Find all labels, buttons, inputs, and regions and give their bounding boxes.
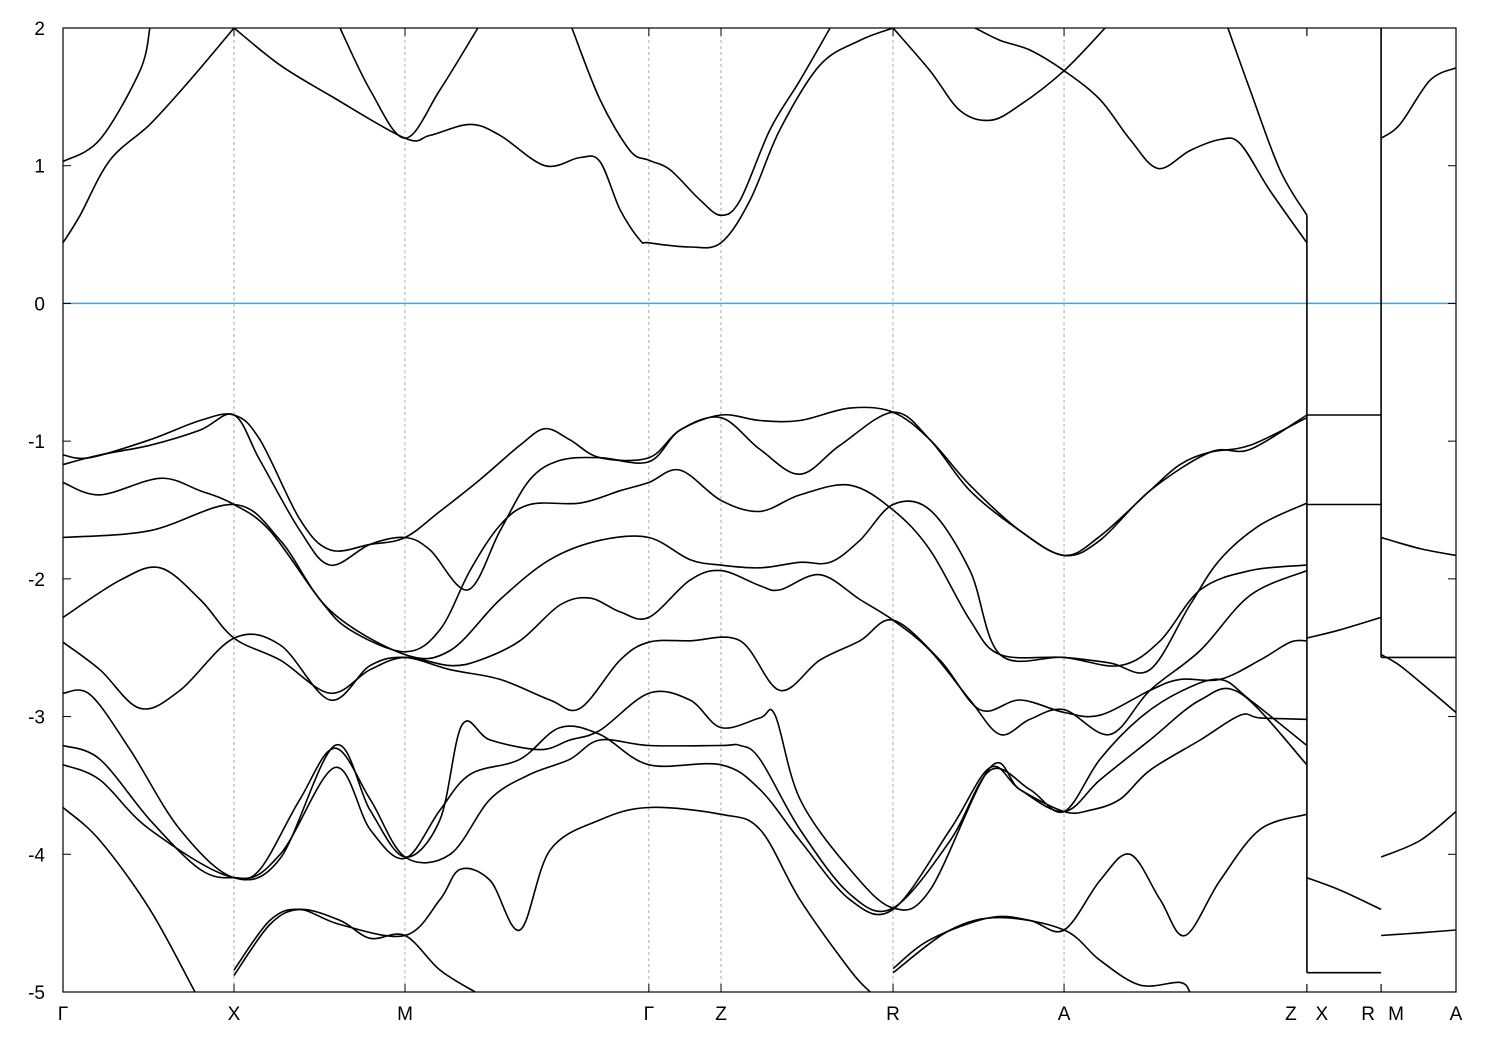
y-tick-label: 0: [34, 294, 45, 315]
x-tick-label: R: [886, 1004, 900, 1025]
band-line: [63, 411, 1308, 591]
band-line: [233, 908, 476, 992]
band-line: [63, 806, 196, 992]
x-tick-label: Z: [715, 1004, 727, 1025]
x-tick-label: A: [1058, 1004, 1071, 1025]
band-line: [233, 28, 894, 249]
band-line: [63, 500, 1307, 667]
band-line: [571, 28, 831, 217]
x-tick-label: Γ: [58, 1004, 68, 1025]
band-line: [63, 28, 235, 244]
band-line: [63, 566, 1308, 736]
band-line: [63, 468, 1308, 674]
y-tick-label: 2: [34, 19, 45, 40]
band-line: [1227, 28, 1308, 216]
plot-border: [62, 27, 1457, 993]
y-tick-label: -2: [28, 570, 45, 591]
band-line: [1380, 653, 1456, 714]
band-line: [974, 28, 1308, 244]
x-tick-label: M: [1388, 1004, 1404, 1025]
y-tick-label: -1: [28, 432, 45, 453]
band-line: [1381, 929, 1456, 937]
y-tick-label: -4: [28, 845, 45, 866]
band-line: [892, 28, 1106, 122]
y-tick-label: 1: [34, 157, 45, 178]
x-tick-label: Γ: [644, 1004, 654, 1025]
band-line: [1380, 67, 1456, 139]
band-line: [1380, 810, 1456, 858]
bands: [63, 28, 1456, 992]
band-line: [63, 406, 1308, 557]
band-line: [892, 916, 1191, 992]
x-tick-label: R: [1361, 1004, 1375, 1025]
band-line: [63, 678, 1308, 913]
band-line: [1306, 876, 1382, 911]
band-line: [339, 28, 479, 140]
y-tick-label: -5: [28, 983, 45, 1004]
band-line: [63, 619, 1307, 718]
x-tick-label: Z: [1285, 1004, 1297, 1025]
band-line: [63, 28, 151, 163]
band-line: [233, 806, 871, 992]
band-line: [1380, 536, 1456, 557]
x-tick-label: X: [1316, 1004, 1329, 1025]
x-tick-label: A: [1450, 1004, 1463, 1025]
x-tick-label: X: [228, 1004, 241, 1025]
band-line: [1306, 616, 1382, 639]
band-line: [63, 689, 1307, 911]
y-axis: -5 -4 -3 -2 -1 0 1 2: [28, 19, 1456, 1004]
band-line: [63, 687, 1308, 916]
x-tick-label: M: [397, 1004, 413, 1025]
y-tick-label: -3: [28, 708, 45, 729]
plot-frame: [62, 27, 1457, 993]
